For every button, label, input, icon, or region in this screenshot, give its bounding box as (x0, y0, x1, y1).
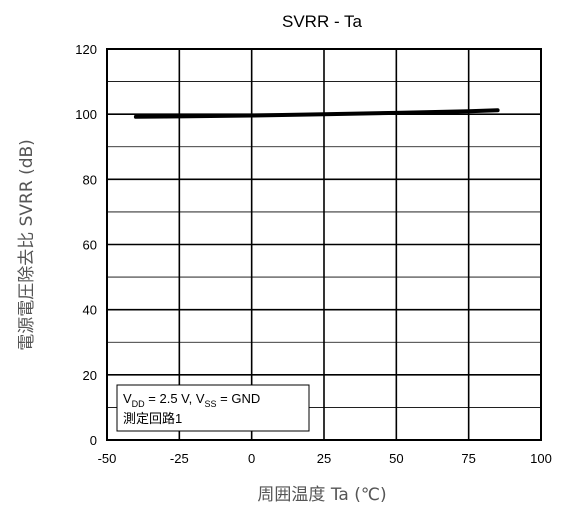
series-line (133, 108, 500, 119)
y-tick-label: 80 (83, 172, 97, 187)
y-tick-label: 20 (83, 368, 97, 383)
y-tick-label: 0 (90, 433, 97, 448)
conditions-supply-text: VDD = 2.5 V, VSS = GND (123, 391, 260, 409)
plot-border (106, 48, 542, 441)
conditions-box-border (116, 384, 310, 432)
conditions-circuit-text: 測定回路1 (123, 411, 182, 426)
x-axis-title: 周囲温度 Ta (℃) (257, 485, 386, 505)
chart-title: SVRR - Ta (282, 12, 363, 31)
plot-frame (106, 48, 542, 441)
y-axis-title: 電源電圧除去比 SVRR (dB) (17, 139, 37, 351)
y-tick-label: 100 (75, 107, 97, 122)
y-tick-label: 120 (75, 42, 97, 57)
grid (107, 49, 541, 440)
y-tick-label: 40 (83, 303, 97, 318)
x-tick-labels: -50 -25 0 25 50 75 100 (98, 451, 552, 466)
x-tick-label: 0 (248, 451, 255, 466)
conditions-box: VDD = 2.5 V, VSS = GND 測定回路1 (116, 384, 310, 432)
y-tick-label: 60 (83, 238, 97, 253)
x-tick-label: 75 (461, 451, 475, 466)
x-tick-label: -25 (170, 451, 189, 466)
y-tick-labels: 0 20 40 60 80 100 120 (75, 42, 97, 448)
x-tick-label: 25 (317, 451, 331, 466)
series-layer (133, 108, 500, 119)
x-tick-label: 100 (530, 451, 552, 466)
x-tick-label: 50 (389, 451, 403, 466)
x-tick-label: -50 (98, 451, 117, 466)
